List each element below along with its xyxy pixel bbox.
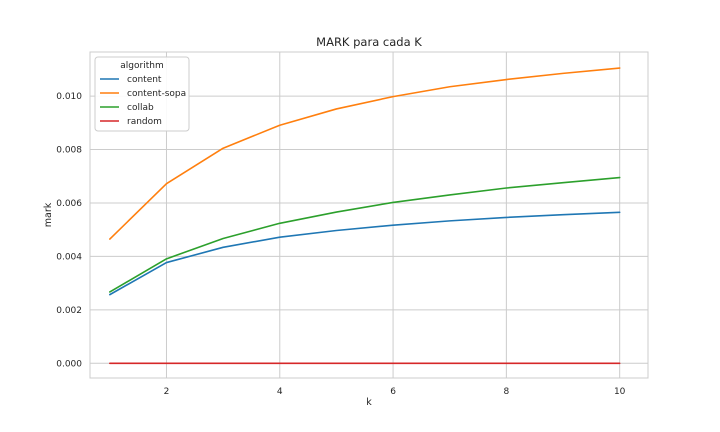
legend-label-content-sopa: content-sopa xyxy=(127,89,186,99)
x-tick-label: 2 xyxy=(164,387,170,397)
y-axis-label: mark xyxy=(43,202,54,227)
x-axis-label: k xyxy=(366,397,372,408)
y-tick-label: 0.010 xyxy=(56,92,82,102)
x-tick-label: 8 xyxy=(504,387,510,397)
y-tick-label: 0.008 xyxy=(56,146,82,156)
y-tick-label: 0.004 xyxy=(56,252,82,262)
y-axis-ticks: 0.000 0.002 0.004 0.006 0.008 0.010 xyxy=(56,92,82,369)
legend-label-content: content xyxy=(127,75,162,85)
x-axis-ticks: 2 4 6 8 10 xyxy=(164,387,626,397)
y-tick-label: 0.002 xyxy=(56,306,82,316)
legend: algorithm content content-sopa collab rando… xyxy=(94,56,190,132)
chart-title: MARK para cada K xyxy=(316,35,422,49)
legend-title: algorithm xyxy=(120,61,163,71)
legend-box xyxy=(94,56,190,132)
series-line-content-sopa xyxy=(109,67,621,240)
series-line-collab xyxy=(109,176,621,293)
y-tick-label: 0.000 xyxy=(56,359,82,369)
x-tick-label: 4 xyxy=(277,387,283,397)
legend-label-collab: collab xyxy=(127,103,154,113)
x-tick-label: 10 xyxy=(614,387,626,397)
legend-label-random: random xyxy=(127,117,162,127)
series-lines xyxy=(109,67,621,365)
x-tick-label: 6 xyxy=(390,387,396,397)
y-tick-label: 0.006 xyxy=(56,199,82,209)
series-line-content xyxy=(109,211,621,296)
